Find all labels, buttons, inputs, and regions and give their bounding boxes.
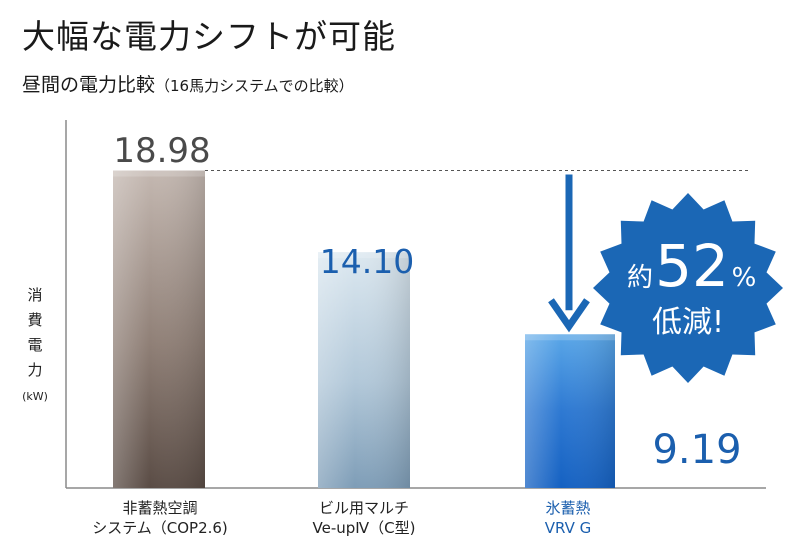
x-tick-label-line: VRV G [544, 519, 592, 537]
bar-shine [525, 334, 615, 488]
y-axis-label-char: 消 [27, 286, 43, 304]
bar-shine [318, 252, 410, 488]
value-label: 14.10 [320, 242, 414, 281]
subheading-main: 昼間の電力比較 [22, 74, 156, 96]
x-tick-label: 非蓄熱空調 システム（COP2.6) [60, 498, 260, 538]
y-axis-label-char: 費 [27, 311, 43, 329]
subheading-note: （16馬力システムでの比較） [155, 77, 354, 95]
headline: 大幅な電力シフトが可能 [22, 17, 396, 56]
y-axis-label: 消 費 電 力 (kW) [22, 283, 48, 405]
bar-top-bevel [113, 170, 205, 177]
bar-top-bevel [525, 334, 615, 341]
value-label: 9.19 [652, 427, 741, 473]
x-tick-label-line: システム（COP2.6) [92, 519, 228, 537]
reduction-arrow-head [548, 298, 590, 333]
badge-unit: % [732, 263, 757, 293]
x-tick-label: ビル用マルチ Ve-upⅣ（C型) [264, 498, 464, 538]
badge-starburst [593, 193, 783, 383]
x-tick-label-line: 氷蓄熱 [545, 499, 591, 517]
y-axis-label-char: 力 [27, 361, 43, 379]
bar-top-bevel [318, 252, 410, 259]
reduction-badge: 約 52 % 低減! [593, 193, 783, 383]
x-tick-label-line: 非蓄熱空調 [122, 499, 198, 517]
x-tick-label-line: ビル用マルチ [318, 499, 409, 517]
value-label: 18.98 [113, 131, 210, 171]
bar-shine [113, 170, 205, 488]
x-tick-label-line: Ve-upⅣ（C型) [312, 519, 416, 537]
y-axis-label-char: 電 [27, 336, 43, 354]
badge-caption: 低減! [652, 305, 724, 340]
subheading: 昼間の電力比較（16馬力システムでの比較） [22, 70, 354, 97]
badge-prefix: 約 [627, 263, 653, 293]
x-tick-label: 氷蓄熱 VRV G [468, 498, 668, 538]
badge-value: 52 [655, 232, 729, 300]
y-axis-unit: (kW) [22, 390, 48, 403]
